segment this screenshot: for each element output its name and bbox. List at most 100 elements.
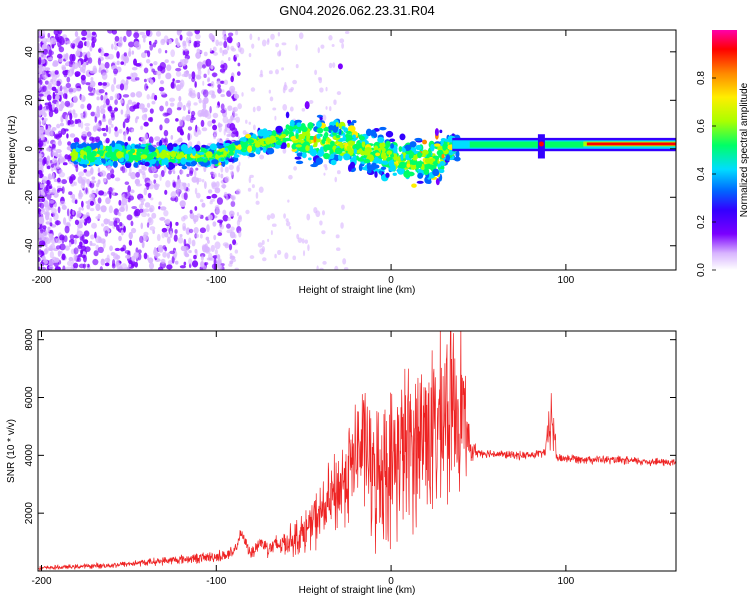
heatmap-ridge-cell — [112, 160, 118, 168]
heatmap-ridge-cell — [316, 127, 324, 134]
heatmap-ridge-cell — [422, 153, 426, 158]
heatmap-noise-cell — [220, 109, 226, 114]
heatmap-noise-cell — [41, 176, 48, 182]
heatmap-noise-cell — [301, 238, 305, 244]
heatmap-noise-cell — [82, 111, 86, 118]
heatmap-noise-cell — [55, 101, 60, 108]
heatmap-noise-cell — [281, 67, 285, 71]
heatmap-ridge-cell — [381, 147, 386, 153]
heatmap-noise-cell — [229, 123, 236, 131]
heatmap-noise-cell — [209, 105, 212, 114]
heatmap-noise-cell — [125, 79, 129, 86]
heatmap-noise-cell — [242, 130, 247, 135]
heatmap-y-tick-label: 20 — [24, 94, 35, 106]
heatmap-noise-cell — [109, 96, 114, 101]
heatmap-noise-cell — [59, 250, 63, 255]
heatmap-ridge-cell — [320, 146, 325, 152]
heatmap-noise-cell — [158, 86, 165, 92]
heatmap-noise-cell — [54, 33, 59, 40]
heatmap-noise-cell — [189, 167, 194, 174]
heatmap-noise-cell — [119, 83, 125, 91]
heatmap-noise-cell — [128, 231, 133, 240]
heatmap-noise-cell — [38, 169, 43, 175]
heatmap-noise-cell — [144, 182, 151, 187]
heatmap-ridge-cell — [334, 147, 343, 155]
heatmap-noise-cell — [86, 216, 92, 224]
heatmap-noise-cell — [267, 238, 270, 243]
heatmap-noise-cell — [211, 182, 217, 190]
heatmap-noise-cell — [74, 71, 81, 77]
heatmap-noise-cell — [107, 30, 114, 34]
heatmap-noise-cell — [114, 93, 120, 100]
heatmap-noise-cell — [98, 48, 102, 53]
heatmap-noise-cell — [46, 179, 50, 187]
heatmap-noise-cell — [223, 128, 226, 136]
heatmap-noise-cell — [221, 49, 225, 57]
heatmap-ridge-cell — [150, 151, 155, 158]
heatmap-noise-cell — [217, 87, 222, 94]
heatmap-noise-cell — [64, 100, 71, 107]
heatmap-ridge-cell — [295, 144, 302, 148]
heatmap-noise-cell — [85, 200, 91, 204]
heatmap-noise-cell — [89, 45, 93, 52]
heatmap-noise-cell — [47, 50, 54, 56]
heatmap-x-tick-label: -100 — [206, 275, 226, 286]
heatmap-noise-cell — [91, 137, 97, 142]
heatmap-ridge-cell — [262, 147, 267, 153]
heatmap-noise-cell — [168, 170, 172, 175]
heatmap-noise-cell — [50, 78, 54, 83]
heatmap-noise-cell — [149, 108, 154, 114]
heatmap-noise-cell — [62, 162, 68, 166]
heatmap-noise-cell — [323, 163, 328, 168]
heatmap-ridge-cell — [426, 179, 432, 185]
heatmap-noise-cell — [218, 258, 222, 264]
heatmap-noise-cell — [62, 93, 68, 99]
heatmap-noise-cell — [38, 140, 44, 147]
heatmap-noise-cell — [75, 50, 81, 57]
snr-x-tick-label: -100 — [206, 576, 226, 587]
heatmap-noise-cell — [66, 40, 71, 45]
heatmap-noise-cell — [197, 69, 202, 76]
heatmap-noise-cell — [228, 164, 234, 171]
heatmap-noise-cell — [80, 94, 86, 103]
heatmap-ridge-cell — [241, 142, 248, 150]
heatmap-noise-cell — [230, 200, 236, 207]
heatmap-noise-cell — [172, 170, 176, 175]
heatmap-noise-cell — [50, 243, 56, 251]
heatmap-noise-cell — [341, 204, 345, 210]
heatmap-ridge-cell — [289, 131, 294, 136]
heatmap-noise-cell — [109, 245, 113, 252]
heatmap-noise-cell — [119, 206, 125, 213]
heatmap-noise-cell — [206, 113, 212, 120]
heatmap-noise-cell — [77, 175, 83, 184]
heatmap-noise-cell — [78, 219, 86, 224]
heatmap-noise-cell — [125, 203, 128, 212]
heatmap-noise-cell — [144, 202, 151, 208]
heatmap-noise-cell — [50, 164, 55, 168]
heatmap-ridge-cell — [363, 158, 371, 164]
heatmap-noise-cell — [93, 250, 99, 257]
heatmap-noise-cell — [38, 126, 45, 134]
heatmap-ridge-cell — [181, 165, 188, 170]
heatmap-ridge-cell — [422, 139, 428, 145]
heatmap-noise-cell — [38, 82, 41, 89]
heatmap-noise-cell — [44, 243, 48, 248]
heatmap-noise-cell — [282, 87, 286, 94]
heatmap-noise-cell — [133, 40, 140, 47]
heatmap-ridge-cell — [437, 164, 442, 168]
heatmap-ridge-cell — [347, 164, 352, 172]
heatmap-ridge-cell — [294, 156, 302, 160]
heatmap-noise-cell — [127, 50, 132, 57]
heatmap-noise-cell — [206, 224, 210, 233]
heatmap-noise-cell — [159, 217, 166, 221]
heatmap-noise-cell — [122, 121, 126, 129]
heatmap-noise-cell — [140, 136, 146, 141]
heatmap-noise-cell — [137, 249, 142, 254]
heatmap-noise-cell — [40, 53, 45, 59]
heatmap-noise-cell — [61, 204, 67, 210]
heatmap-noise-cell — [175, 118, 179, 122]
heatmap-noise-cell — [96, 96, 100, 101]
heatmap-noise-cell — [82, 263, 86, 269]
heatmap-noise-cell — [167, 260, 173, 266]
